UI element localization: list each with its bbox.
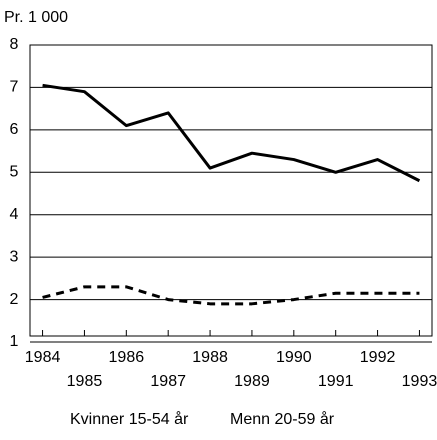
y-tick-label: 1 bbox=[10, 333, 19, 350]
plot-frame bbox=[29, 44, 433, 337]
x-tick-label: 1985 bbox=[67, 373, 103, 390]
y-tick-label: 3 bbox=[10, 248, 19, 265]
y-tick-label: 5 bbox=[10, 164, 19, 181]
y-tick-label: 8 bbox=[10, 36, 19, 53]
x-tick-label: 1991 bbox=[318, 373, 354, 390]
legend-label: Menn 20-59 år bbox=[230, 410, 335, 428]
x-tick-label: 1990 bbox=[276, 349, 312, 366]
x-tick-label: 1988 bbox=[192, 349, 228, 366]
series-line bbox=[42, 285, 420, 306]
x-tick-label: 1993 bbox=[402, 373, 437, 390]
y-tick-label: 6 bbox=[10, 121, 19, 138]
y-tick-label: 2 bbox=[10, 291, 19, 308]
series-line bbox=[42, 83, 421, 183]
x-tick-label: 1986 bbox=[109, 349, 145, 366]
x-tick-label: 1987 bbox=[150, 373, 186, 390]
x-tick-label: 1992 bbox=[360, 349, 396, 366]
y-axis-label: Pr. 1 000 bbox=[4, 9, 68, 26]
legend-label: Kvinner 15-54 år bbox=[70, 410, 189, 428]
x-tick-label: 1984 bbox=[25, 349, 61, 366]
x-tick-label: 1989 bbox=[234, 373, 270, 390]
y-tick-label: 7 bbox=[10, 79, 19, 96]
y-tick-label: 4 bbox=[10, 206, 19, 223]
